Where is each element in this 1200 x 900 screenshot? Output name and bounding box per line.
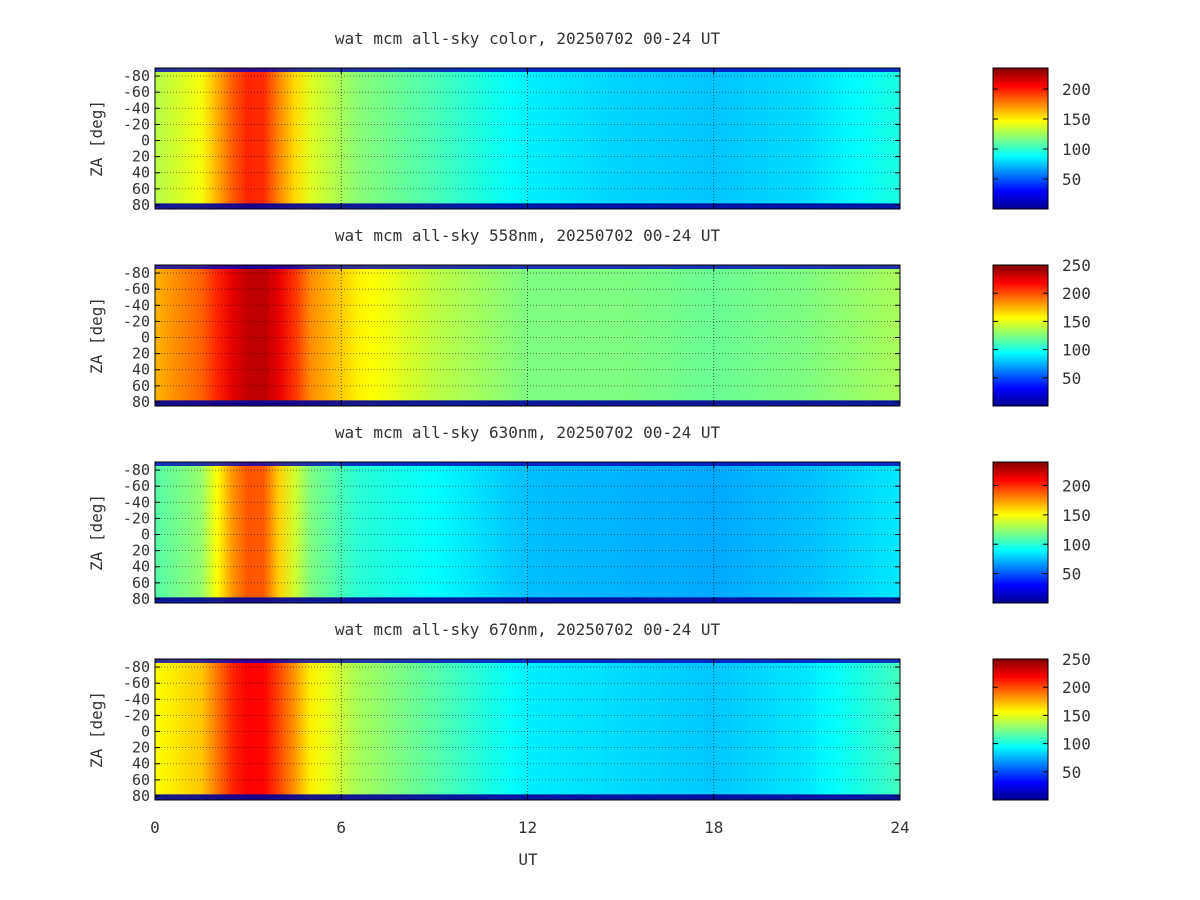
x-tick-label: 18 [704,818,723,837]
y-tick-label: -40 [123,493,150,511]
y-tick-label: 60 [132,377,150,395]
colorbar [992,461,1049,604]
y-tick-label: -80 [123,658,150,676]
y-tick-label: 20 [132,542,150,560]
y-axis-label: ZA [deg] [87,297,106,374]
y-tick-label: 20 [132,345,150,363]
colorbar-tick-label: 150 [1062,506,1091,525]
y-tick-label: -60 [123,280,150,298]
colorbar-tick-label: 150 [1062,110,1091,129]
colorbar-tick-label: 100 [1062,140,1091,159]
colorbar-tick-label: 150 [1062,706,1091,725]
x-axis-label: UT [518,850,538,869]
colorbar [992,264,1049,407]
y-tick-label: -80 [123,67,150,85]
y-tick-label: -80 [123,264,150,282]
colorbar-tick-label: 100 [1062,341,1091,360]
panel-title: wat mcm all-sky 670nm, 20250702 00-24 UT [335,620,721,639]
colorbar-tick-label: 200 [1062,284,1091,303]
colorbar-tick-label: 50 [1062,170,1081,189]
colorbar-tick-label: 50 [1062,369,1081,388]
y-tick-label: 0 [141,723,150,741]
y-tick-label: 40 [132,361,150,379]
panels: wat mcm all-sky color, 20250702 00-24 UT… [87,29,1091,837]
colorbar-tick-label: 100 [1062,735,1091,754]
y-tick-label: 80 [132,590,150,608]
y-tick-label: 20 [132,148,150,166]
y-axis-label: ZA [deg] [87,691,106,768]
y-tick-label: 0 [141,526,150,544]
y-tick-label: 40 [132,164,150,182]
panel-2: wat mcm all-sky 558nm, 20250702 00-24 UT… [87,226,1091,411]
panel-1: wat mcm all-sky color, 20250702 00-24 UT… [87,29,1091,214]
y-tick-label: 80 [132,393,150,411]
y-tick-label: -60 [123,674,150,692]
colorbar [992,658,1049,801]
panel-title: wat mcm all-sky 630nm, 20250702 00-24 UT [335,423,721,442]
y-tick-label: -80 [123,461,150,479]
x-tick-label: 12 [518,818,537,837]
colorbar-tick-label: 150 [1062,312,1091,331]
colorbar-tick-label: 250 [1062,256,1091,275]
x-tick-label: 24 [890,818,909,837]
colorbar-tick-label: 100 [1062,535,1091,554]
colorbar-tick-label: 250 [1062,650,1091,669]
y-tick-label: -20 [123,312,150,330]
y-tick-label: -60 [123,477,150,495]
x-tick-label: 0 [150,818,160,837]
y-tick-label: 40 [132,755,150,773]
panel-3: wat mcm all-sky 630nm, 20250702 00-24 UT… [87,423,1091,608]
y-tick-label: 60 [132,771,150,789]
colorbar-tick-label: 200 [1062,80,1091,99]
panel-4: wat mcm all-sky 670nm, 20250702 00-24 UT… [87,620,1091,837]
colorbar-tick-label: 200 [1062,477,1091,496]
x-tick-label: 6 [336,818,346,837]
colorbar-tick-label: 50 [1062,565,1081,584]
y-tick-label: -40 [123,690,150,708]
y-tick-label: 80 [132,787,150,805]
y-tick-label: -40 [123,296,150,314]
panel-title: wat mcm all-sky color, 20250702 00-24 UT [335,29,721,48]
y-tick-label: 0 [141,329,150,347]
y-tick-label: 60 [132,180,150,198]
y-axis-label: ZA [deg] [87,100,106,177]
y-tick-label: -60 [123,83,150,101]
colorbar-tick-label: 200 [1062,678,1091,697]
y-tick-label: 20 [132,739,150,757]
y-tick-label: -40 [123,99,150,117]
y-tick-label: 40 [132,558,150,576]
y-tick-label: -20 [123,115,150,133]
y-axis-label: ZA [deg] [87,494,106,571]
colorbar [992,67,1049,210]
panel-title: wat mcm all-sky 558nm, 20250702 00-24 UT [335,226,721,245]
y-tick-label: -20 [123,509,150,527]
y-tick-label: 60 [132,574,150,592]
y-tick-label: -20 [123,706,150,724]
y-tick-label: 0 [141,132,150,150]
colorbar-tick-label: 50 [1062,763,1081,782]
y-tick-label: 80 [132,196,150,214]
